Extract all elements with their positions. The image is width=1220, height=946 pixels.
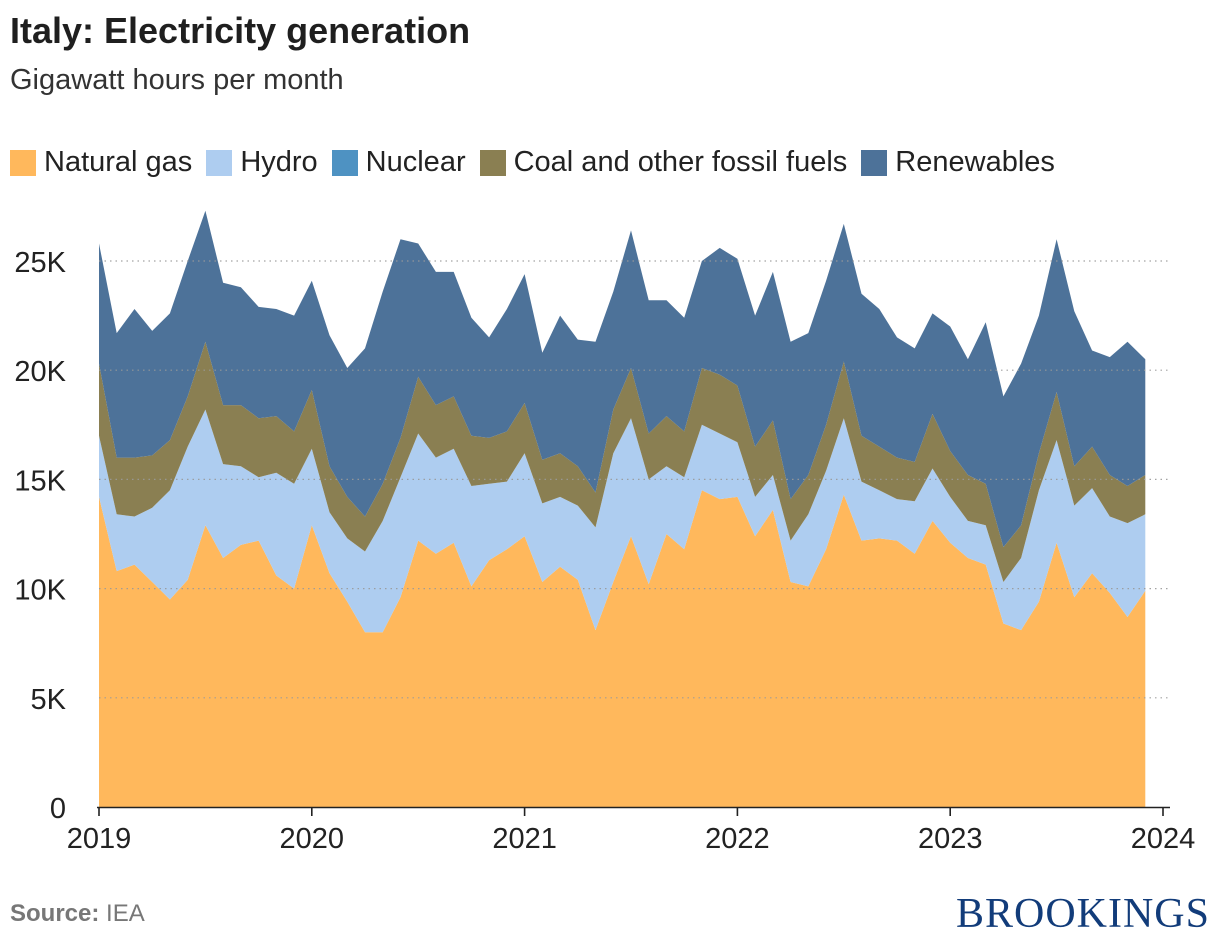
area-series-natural-gas (99, 490, 1146, 807)
area-series-hydro (99, 409, 1146, 633)
legend-swatch (479, 149, 506, 176)
legend-label: Renewables (895, 146, 1055, 178)
source-label: Source: (10, 900, 100, 927)
chart-subtitle: Gigawatt hours per month (10, 64, 344, 96)
x-tick-label: 2022 (705, 823, 770, 855)
source-value: IEA (106, 900, 145, 927)
legend: Natural gas Hydro Nuclear Coal and other fo… (10, 146, 1069, 179)
legend-swatch (331, 149, 358, 176)
y-tick-label: 25K (14, 247, 66, 279)
y-tick-label: 5K (31, 684, 67, 716)
legend-swatch (10, 149, 36, 176)
legend-label: Natural gas (44, 146, 193, 178)
x-tick-label: 2019 (67, 823, 132, 855)
y-tick-label: 20K (14, 356, 66, 388)
x-tick-label: 2021 (492, 823, 557, 855)
y-tick-label: 15K (14, 465, 66, 497)
legend-item: Natural gas (10, 146, 192, 179)
legend-label: Nuclear (365, 146, 466, 178)
brookings-logo: BROOKINGS (955, 891, 1210, 937)
legend-swatch (861, 149, 888, 176)
x-tick-label: 2023 (918, 823, 983, 855)
source-note: Source: IEA (10, 900, 145, 928)
legend-label: Coal and other fossil fuels (513, 146, 848, 178)
legend-item: Coal and other fossil fuels (479, 146, 848, 179)
legend-item: Hydro (206, 146, 318, 179)
area-series-renewables (99, 210, 1146, 548)
x-tick-label: 2020 (280, 823, 345, 855)
area-chart: 0 5K 10K 15K 20K 25K 2019 2020 2021 2022 2023 2024 (14, 210, 1196, 855)
legend-item: Renewables (861, 146, 1055, 179)
y-tick-label: 10K (14, 575, 66, 607)
chart-title: Italy: Electricity generation (10, 10, 471, 51)
legend-label: Hydro (240, 146, 318, 178)
x-tick-label: 2024 (1131, 823, 1196, 855)
legend-swatch (206, 149, 233, 176)
area-series-coal-and-other-fossil-fuels (99, 341, 1146, 582)
legend-item: Nuclear (331, 146, 466, 179)
y-tick-label: 0 (50, 793, 66, 825)
